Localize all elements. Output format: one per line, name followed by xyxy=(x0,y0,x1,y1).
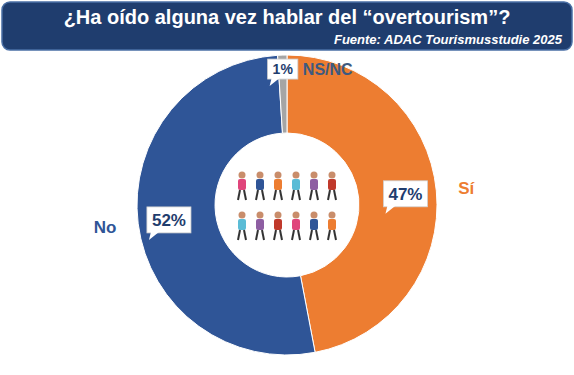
icon-head xyxy=(239,172,246,179)
data-label-box xyxy=(268,59,298,79)
icon-body xyxy=(256,179,264,190)
icon-person xyxy=(310,212,318,241)
data-label-group: 52% xyxy=(147,207,191,240)
chart: ¿Ha oído alguna vez hablar del “overtour… xyxy=(0,0,574,375)
category-label: No xyxy=(94,218,117,237)
category-label: NS/NC xyxy=(303,61,353,78)
icon-leg xyxy=(310,230,312,240)
icon-person xyxy=(328,212,336,241)
icon-body xyxy=(328,219,336,230)
icon-leg xyxy=(298,190,300,200)
labels: 47% Sí 52% No 1% NS/NC xyxy=(94,59,476,240)
icon-person xyxy=(256,172,264,201)
category-label: Sí xyxy=(458,179,475,198)
icon-person xyxy=(274,212,282,241)
icon-leg xyxy=(256,190,258,200)
icon-leg xyxy=(292,230,294,240)
icon-head xyxy=(329,212,336,219)
icon-head xyxy=(311,212,318,219)
data-label-group: 1% xyxy=(268,59,298,86)
icon-leg xyxy=(310,190,312,200)
icon-leg xyxy=(256,230,258,240)
icon-leg xyxy=(292,190,294,200)
center-decoration xyxy=(217,135,357,275)
icon-body xyxy=(274,219,282,230)
icon-head xyxy=(311,172,318,179)
data-label-group: 47% xyxy=(383,181,427,214)
icon-leg xyxy=(328,230,330,240)
icon-leg xyxy=(262,190,264,200)
icon-person xyxy=(274,172,282,201)
icon-person xyxy=(238,212,246,241)
icon-body xyxy=(256,219,264,230)
subtitle: Fuente: ADAC Tourismusstudie 2025 xyxy=(334,32,563,47)
icon-head xyxy=(257,212,264,219)
icon-leg xyxy=(238,190,240,200)
data-label-box xyxy=(383,181,427,207)
icon-body xyxy=(238,179,246,190)
data-label-tail xyxy=(385,206,395,214)
icon-body xyxy=(274,179,282,190)
icon-leg xyxy=(274,190,276,200)
icon-body xyxy=(292,179,300,190)
icon-body xyxy=(238,219,246,230)
title: ¿Ha oído alguna vez hablar del “overtour… xyxy=(64,6,511,28)
icon-leg xyxy=(262,230,264,240)
icon-leg xyxy=(280,190,282,200)
icon-person xyxy=(292,172,300,201)
icon-head xyxy=(257,172,264,179)
pie: 47% Sí 52% No 1% NS/NC xyxy=(94,55,476,355)
icon-leg xyxy=(238,230,240,240)
data-label: 52% xyxy=(152,211,186,230)
data-label-tail xyxy=(270,78,280,86)
icon-head xyxy=(275,172,282,179)
icon-person xyxy=(256,212,264,241)
icon-head xyxy=(275,212,282,219)
icon-leg xyxy=(334,190,336,200)
data-label: 47% xyxy=(388,185,422,204)
icon-body xyxy=(328,179,336,190)
icon-head xyxy=(329,172,336,179)
icon-leg xyxy=(280,230,282,240)
icon-person xyxy=(292,212,300,241)
icon-leg xyxy=(298,230,300,240)
icon-leg xyxy=(316,190,318,200)
data-label-box xyxy=(147,207,191,233)
icon-leg xyxy=(334,230,336,240)
icon-body xyxy=(310,219,318,230)
icon-leg xyxy=(328,190,330,200)
icon-head xyxy=(239,212,246,219)
data-label: 1% xyxy=(273,61,294,77)
icon-head xyxy=(293,212,300,219)
icon-body xyxy=(292,219,300,230)
icon-leg xyxy=(244,230,246,240)
icon-leg xyxy=(274,230,276,240)
icon-head xyxy=(293,172,300,179)
icon-person xyxy=(328,172,336,201)
icon-person xyxy=(238,172,246,201)
data-label-tail xyxy=(149,232,159,240)
icon-body xyxy=(310,179,318,190)
title-bar xyxy=(2,2,572,50)
icon-leg xyxy=(244,190,246,200)
icon-person xyxy=(310,172,318,201)
icon-leg xyxy=(316,230,318,240)
center-circle xyxy=(217,135,357,275)
